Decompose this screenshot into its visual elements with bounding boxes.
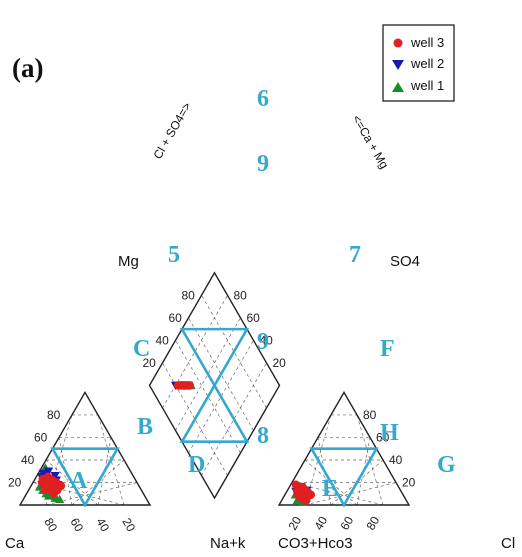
diamond-right-tick-label: 40 <box>260 333 274 347</box>
anion-so4-tick-label: 20 <box>402 475 416 489</box>
diamond-right-tick-label: 60 <box>247 311 261 325</box>
zone-label-D: D <box>188 452 205 478</box>
cation-mg-tick-label: 60 <box>34 430 48 444</box>
anion-so4-tick-label: 80 <box>363 408 377 422</box>
well-3-cation-point <box>37 478 47 487</box>
anion-so4-tick-label: 60 <box>376 430 390 444</box>
cation-zone-divider <box>51 448 86 506</box>
well-3-anion-point <box>302 492 312 502</box>
diamond-frame <box>148 271 281 500</box>
zone-label-6: 6 <box>257 86 269 112</box>
cation-mg-tick-label: 80 <box>47 408 61 422</box>
grid-lines <box>32 295 397 506</box>
legend-label-well-3: well 3 <box>410 35 444 50</box>
anion-hco3-tick-label: 40 <box>311 514 330 533</box>
anion-left-vertex-label: CO3+Hco3 <box>278 535 353 552</box>
diamond-grid-line <box>201 362 267 476</box>
legend-marker-well-2 <box>392 60 404 70</box>
cation-ca-tick-label: 40 <box>93 516 112 535</box>
cation-right-vertex-label: Na+k <box>210 535 246 552</box>
diamond-grid-line <box>201 295 267 409</box>
anion-grid-line <box>304 414 332 506</box>
zone-label-9-lower: 9 <box>257 329 269 355</box>
diamond-left-tick-label: 20 <box>143 356 157 370</box>
well-3-anion-point <box>298 482 307 492</box>
sample-points <box>34 380 316 506</box>
well-3-diamond-point <box>184 381 193 390</box>
legend-label-well-1: well 1 <box>410 78 444 93</box>
diamond-left-tick-label: 80 <box>182 288 196 302</box>
zone-label-G: G <box>437 452 456 478</box>
cation-ca-tick-label: 20 <box>119 516 138 535</box>
legend-label-well-2: well 2 <box>410 56 444 71</box>
legend: well 3 well 2 well 1 <box>382 24 455 102</box>
zone-label-E: E <box>322 476 338 502</box>
zone-label-5: 5 <box>168 242 180 268</box>
cation-grid-line <box>45 482 138 506</box>
zone-label-8: 8 <box>257 423 269 449</box>
diamond-right-tick-label: 20 <box>273 356 287 370</box>
diamond-grid-line <box>175 317 241 431</box>
well-3-cation-point <box>48 476 57 485</box>
diamond-left-tick-label: 40 <box>156 333 170 347</box>
cation-mg-tick-label: 40 <box>21 453 35 467</box>
diamond-right-axis-label: <=Ca + Mg <box>349 113 391 172</box>
anion-top-vertex-label: SO4 <box>390 253 420 270</box>
cation-ca-tick-label: 60 <box>67 516 86 535</box>
anion-grid-line <box>356 414 384 506</box>
legend-marker-well-1 <box>392 82 404 92</box>
anion-hco3-tick-label: 20 <box>285 514 304 533</box>
zone-label-F: F <box>380 336 395 362</box>
zone-label-H: H <box>380 420 399 446</box>
diamond-left-tick-label: 60 <box>169 311 183 325</box>
diamond-grid-line <box>162 295 228 409</box>
anion-right-vertex-label: Cl <box>501 535 515 552</box>
well-3-diamond-point <box>176 381 185 390</box>
panel-label: (a) <box>12 53 43 83</box>
well-1-cation-point <box>44 491 54 500</box>
zone-label-B: B <box>137 414 153 440</box>
diagram-labels: Ca Na+k Mg CO3+Hco3 Cl SO4 20 40 60 80 80 60 40 20 20 4… <box>5 86 515 552</box>
well-3-anion-point <box>291 480 301 489</box>
cation-grid-line <box>45 414 73 506</box>
diamond-grid-line <box>175 340 241 454</box>
diamond-right-tick-label: 80 <box>234 288 248 302</box>
anion-so4-tick-label: 40 <box>389 453 403 467</box>
zone-label-A: A <box>70 468 88 494</box>
well-2-cation-point <box>44 467 54 476</box>
diamond-grid-line <box>188 317 254 431</box>
well-1-cation-point <box>55 494 65 504</box>
diamond-grid-line <box>162 362 228 476</box>
zone-label-C: C <box>133 336 150 362</box>
cation-ca-tick-label: 80 <box>41 516 60 535</box>
diamond-left-axis-label: Cl + SO4=> <box>150 100 194 162</box>
legend-marker-well-3 <box>393 38 403 48</box>
well-3-cation-point <box>56 481 66 491</box>
diamond-grid-line <box>188 340 254 454</box>
cation-grid-line <box>97 414 125 506</box>
classification-zones <box>50 327 379 508</box>
well-2-cation-point <box>50 472 60 481</box>
zone-label-7: 7 <box>349 242 361 268</box>
diamond-zone-hourglass <box>179 327 250 444</box>
well-3-cation-point <box>46 486 55 495</box>
anion-grid-line <box>304 482 397 506</box>
anion-hco3-tick-label: 80 <box>363 514 382 533</box>
cation-mg-tick-label: 20 <box>8 475 22 489</box>
anion-hco3-tick-label: 60 <box>337 514 356 533</box>
cation-left-vertex-label: Ca <box>5 535 25 552</box>
anion-grid-line <box>291 482 384 506</box>
cation-top-vertex-label: Mg <box>118 253 139 270</box>
zone-label-9-upper: 9 <box>257 151 269 177</box>
anion-zone-triangle <box>309 447 379 508</box>
